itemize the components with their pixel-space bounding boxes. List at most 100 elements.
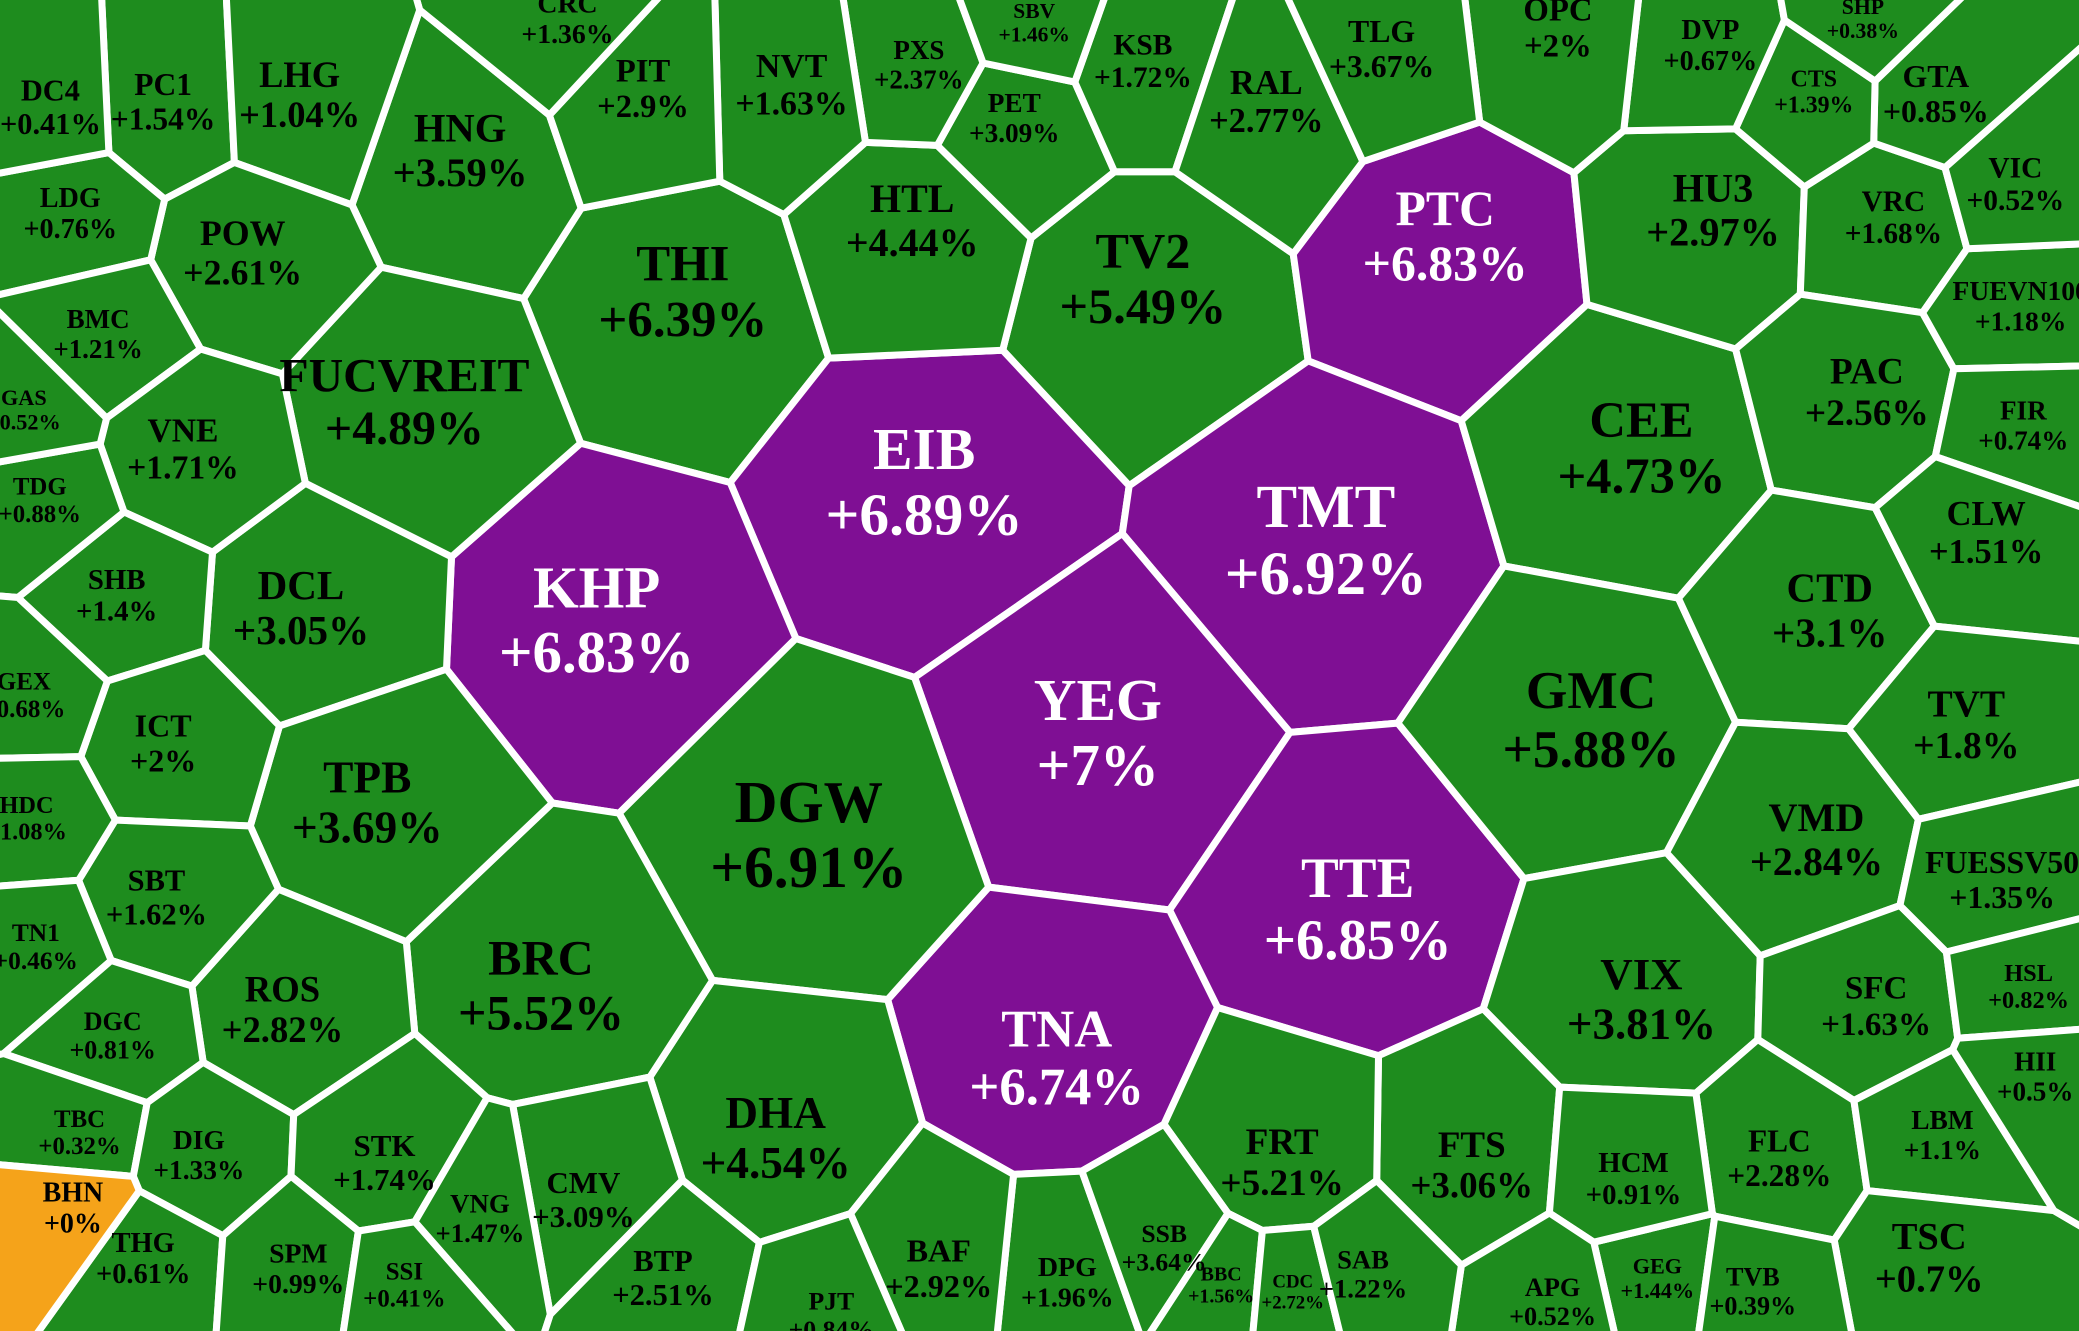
cell-name: SHB: [88, 564, 146, 596]
cell-value: +4.44%: [846, 220, 979, 265]
cell: [1695, 1212, 1855, 1331]
cell-name: DC4: [21, 73, 80, 107]
cell: [0, 0, 113, 177]
cell-value: +0.82%: [1988, 987, 2069, 1014]
cell-name: SHP: [1842, 0, 1884, 19]
cell: [0, 1161, 143, 1331]
cell-name: HDC: [0, 792, 54, 819]
cell-value: +1.04%: [239, 95, 360, 135]
cell-value: +1.96%: [1021, 1283, 1114, 1314]
cell-name: FLC: [1748, 1124, 1811, 1159]
cell-value: +0.85%: [1883, 94, 1989, 129]
cell-value: +0.7%: [1875, 1259, 1984, 1301]
cell-name: SBV: [1013, 0, 1055, 23]
cell-name: SFC: [1845, 970, 1908, 1007]
cell-name: VNE: [147, 413, 218, 450]
cell-name: GAS: [1, 385, 47, 410]
cell-name: PET: [988, 88, 1041, 118]
cell-value: +1.1%: [1904, 1135, 1981, 1165]
cell-value: +0.99%: [252, 1268, 344, 1299]
cell-value: +2.92%: [885, 1268, 992, 1304]
cell-name: HU3: [1673, 165, 1754, 210]
cell-value: +5.88%: [1503, 719, 1680, 779]
cell-name: TV2: [1095, 223, 1190, 279]
cell-name: THG: [112, 1228, 175, 1259]
cell-value: +1.33%: [153, 1155, 244, 1185]
cell-name: PIT: [616, 53, 671, 89]
cell-value: +2.61%: [183, 252, 302, 292]
cell: [993, 1167, 1143, 1331]
cell-value: +3.64%: [1122, 1247, 1207, 1276]
cell-value: +0.81%: [69, 1035, 155, 1064]
cell-name: DHA: [725, 1088, 826, 1138]
cell: [736, 1210, 906, 1331]
cell-name: HCM: [1598, 1147, 1668, 1179]
cell-name: BMC: [67, 304, 130, 334]
cell-name: BRC: [488, 929, 594, 985]
cell-value: +2.9%: [597, 89, 689, 125]
cell-name: VIC: [1988, 153, 2042, 185]
cell-name: FRT: [1246, 1122, 1319, 1163]
cell-name: ROS: [245, 969, 320, 1010]
cell-value: +1.35%: [1949, 880, 2055, 915]
cell-name: STK: [354, 1128, 416, 1163]
cell-value: +0.67%: [1664, 46, 1758, 77]
cell-name: LBM: [1911, 1105, 1974, 1135]
cell: [0, 308, 111, 466]
cell-value: +0.61%: [96, 1259, 190, 1290]
cell-name: TSC: [1892, 1216, 1967, 1258]
cell-name: BBC: [1201, 1264, 1242, 1286]
cell-name: HSL: [2004, 960, 2053, 987]
cell-value: +1.22%: [1319, 1274, 1407, 1304]
cell: [956, 0, 1108, 86]
cell-value: +2.28%: [1727, 1158, 1831, 1193]
cell: [0, 149, 169, 299]
cell-name: BHN: [43, 1178, 104, 1209]
cell-name: POW: [200, 213, 286, 253]
cell-name: DVP: [1681, 15, 1739, 46]
cell-name: CEE: [1589, 392, 1693, 448]
cell-value: +0.76%: [24, 214, 118, 245]
cell-name: LDG: [40, 183, 101, 214]
cell-value: +3.05%: [233, 607, 369, 653]
cell-name: GEX: [0, 668, 51, 695]
cell-value: +6.83%: [499, 620, 694, 685]
cell-name: LHG: [259, 55, 340, 95]
cell-name: APG: [1525, 1273, 1580, 1302]
cell-value: +0.68%: [0, 696, 65, 723]
cell-value: +1.63%: [1821, 1006, 1931, 1043]
cell-name: FUESSV50: [1925, 845, 2079, 880]
cell-value: +1.56%: [1188, 1286, 1254, 1308]
cell-name: SBT: [128, 864, 186, 898]
cell-value: +6.74%: [969, 1058, 1144, 1116]
cell-value: +1.4%: [76, 596, 157, 628]
cell: [413, 0, 662, 119]
cell-value: +1.71%: [127, 450, 239, 487]
cell: [1284, 0, 1484, 166]
cell-value: +2.51%: [612, 1278, 714, 1312]
cell-name: TN1: [12, 919, 60, 947]
cell-value: +0.41%: [363, 1286, 445, 1313]
cell-name: YEG: [1034, 667, 1162, 733]
cell-value: +0.46%: [0, 947, 78, 975]
cell-name: OPC: [1523, 0, 1592, 28]
cell-name: CTS: [1791, 66, 1837, 92]
cell-value: +6.92%: [1225, 541, 1427, 608]
cell-name: FUEVN100: [1953, 275, 2079, 306]
cell-value: +6.85%: [1264, 910, 1452, 972]
cell-value: +3.59%: [393, 150, 528, 195]
cell-value: +2.77%: [1209, 102, 1323, 140]
cell-value: +2.56%: [1805, 393, 1929, 434]
cell-value: +1.39%: [1774, 93, 1853, 119]
cell-name: GMC: [1526, 660, 1656, 720]
cell-name: SPM: [269, 1238, 328, 1269]
cell-name: PTC: [1395, 181, 1495, 236]
cell-name: TPB: [323, 753, 411, 803]
cell-name: KHP: [533, 555, 660, 620]
cell-name: DCL: [258, 562, 345, 608]
cell: [222, 0, 424, 209]
cell: [1448, 1209, 1618, 1331]
cell-name: SSI: [386, 1258, 423, 1285]
cell-value: +0.32%: [38, 1133, 120, 1160]
